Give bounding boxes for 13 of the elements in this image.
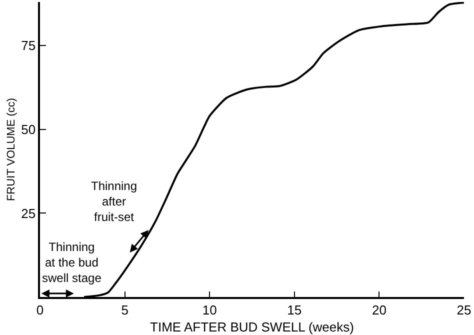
x-tick-label: 5	[121, 302, 128, 318]
x-tick-label: 0	[36, 302, 44, 318]
y-tick-label: 75	[21, 38, 36, 54]
x-tick-label: 20	[372, 302, 386, 318]
y-tick-label: 50	[21, 122, 36, 137]
annotation: Thinning at the bud swell stage	[42, 240, 102, 286]
y-tick-label: 25	[21, 206, 36, 221]
annotation: Thinning after fruit-set	[91, 179, 138, 224]
x-axis-title: TIME AFTER BUD SWELL (weeks)	[150, 319, 354, 334]
x-tick-label: 10	[202, 302, 217, 318]
y-axis-title: FRUIT VOLUME (cc)	[5, 98, 18, 202]
x-tick-label: 25	[456, 302, 472, 318]
x-tick-label: 15	[287, 302, 302, 318]
